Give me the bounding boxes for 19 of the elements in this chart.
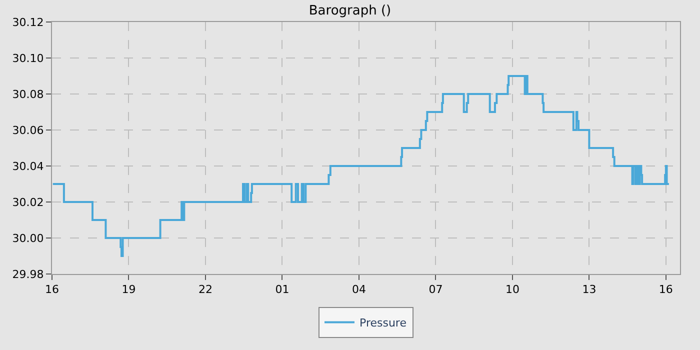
y-tick-label: 30.02 — [12, 196, 44, 209]
x-tick-label: 10 — [505, 283, 520, 296]
chart-title: Barograph () — [308, 3, 392, 18]
y-tick-label: 30.10 — [12, 52, 44, 65]
y-tick-label: 29.98 — [12, 268, 44, 281]
y-tick-label: 30.08 — [12, 88, 44, 101]
x-tick-label: 13 — [582, 283, 596, 296]
x-tick-label: 16 — [658, 283, 673, 296]
y-tick-label: 30.06 — [12, 124, 44, 137]
y-tick-label: 30.00 — [12, 232, 44, 245]
x-tick-label: 16 — [45, 283, 59, 296]
x-tick-label: 01 — [275, 283, 290, 296]
x-tick-label: 04 — [352, 283, 366, 296]
x-tick-label: 19 — [122, 283, 136, 296]
y-tick-label: 30.12 — [12, 16, 44, 29]
y-tick-label: 30.04 — [12, 160, 44, 173]
x-tick-label: 07 — [428, 283, 443, 296]
legend-label: Pressure — [360, 316, 407, 330]
x-tick-label: 22 — [198, 283, 212, 296]
